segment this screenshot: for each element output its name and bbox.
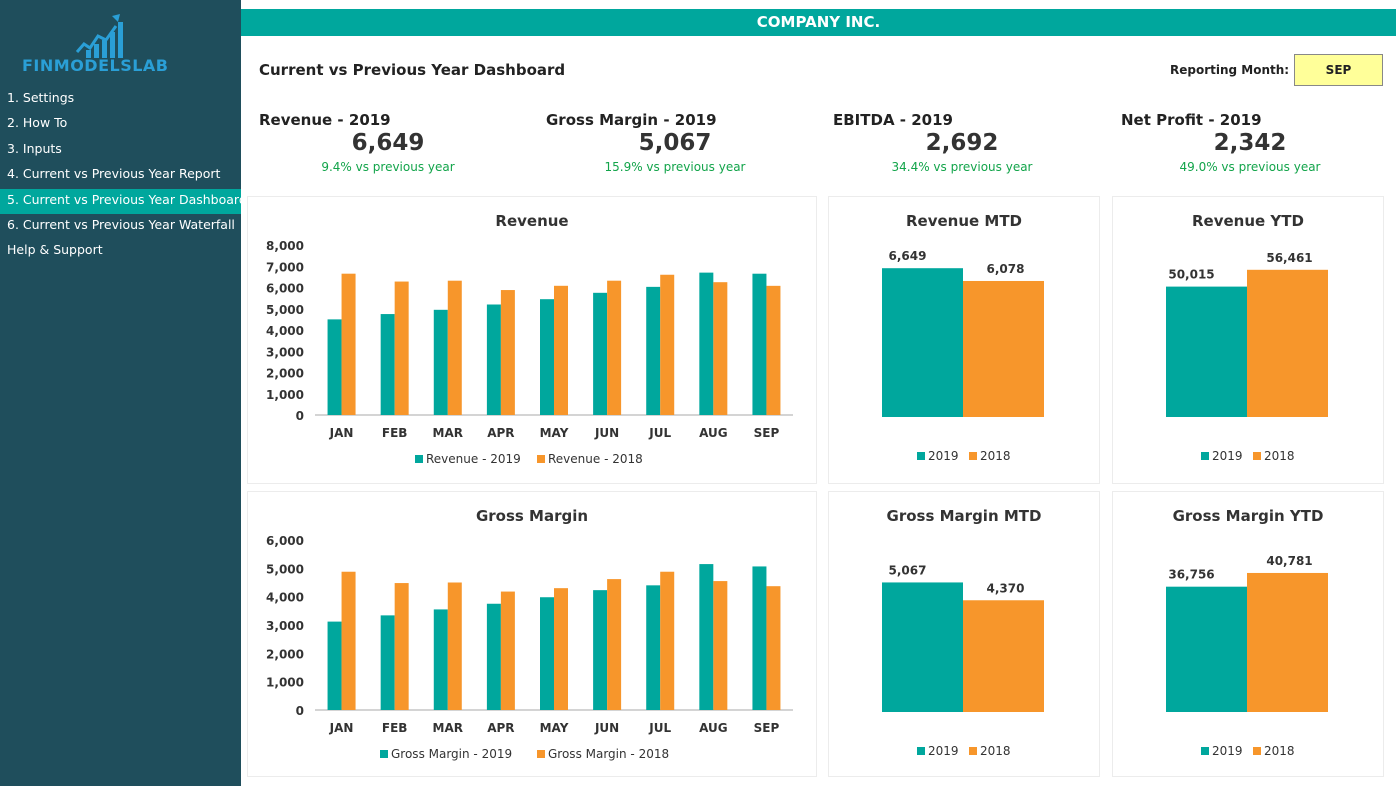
kpi-title: Revenue - 2019 xyxy=(259,111,391,129)
panel-revenue-ytd xyxy=(1112,196,1384,484)
nav-item-dashboard[interactable]: 5. Current vs Previous Year Dashboard xyxy=(0,188,247,214)
nav-item-help[interactable]: Help & Support xyxy=(7,242,103,258)
kpi-title: EBITDA - 2019 xyxy=(833,111,953,129)
logo-text: FINMODELSLAB xyxy=(22,56,169,75)
kpi-value: 5,067 xyxy=(638,130,712,156)
kpi-value: 2,342 xyxy=(1213,130,1287,156)
kpi-revenue: Revenue - 2019 6,649 9.4% vs previous ye… xyxy=(259,111,519,174)
nav-item-how-to[interactable]: 2. How To xyxy=(7,115,68,131)
nav-item-waterfall[interactable]: 6. Current vs Previous Year Waterfall xyxy=(7,216,235,232)
kpi-delta: 34.4% vs previous year xyxy=(891,160,1033,174)
kpi-title: Gross Margin - 2019 xyxy=(546,111,717,129)
kpi-value: 2,692 xyxy=(925,130,999,156)
company-header: COMPANY INC. xyxy=(241,9,1396,36)
nav-item-inputs[interactable]: 3. Inputs xyxy=(7,140,62,156)
sidebar: FINMODELSLAB 1. Settings 2. How To 3. In… xyxy=(0,0,247,786)
kpi-delta: 15.9% vs previous year xyxy=(604,160,746,174)
kpi-ebitda: EBITDA - 2019 2,692 34.4% vs previous ye… xyxy=(833,111,1093,174)
panel-gm-mtd xyxy=(828,491,1100,777)
panel-revenue-mtd xyxy=(828,196,1100,484)
kpi-delta: 9.4% vs previous year xyxy=(321,160,455,174)
nav-item-settings[interactable]: 1. Settings xyxy=(7,90,75,105)
kpi-title: Net Profit - 2019 xyxy=(1121,111,1262,129)
panel-gm-ytd xyxy=(1112,491,1384,777)
kpi-value: 6,649 xyxy=(351,130,425,156)
kpi-delta: 49.0% vs previous year xyxy=(1179,160,1321,174)
sidebar-nav: 1. Settings 2. How To 3. Inputs 4. Curre… xyxy=(0,87,247,265)
kpi-gross-margin: Gross Margin - 2019 5,067 15.9% vs previ… xyxy=(546,111,806,174)
reporting-month-input[interactable]: SEP xyxy=(1294,54,1383,86)
finmodelslab-logo-icon xyxy=(75,14,123,58)
nav-item-report[interactable]: 4. Current vs Previous Year Report xyxy=(7,166,221,182)
reporting-month-label: Reporting Month: xyxy=(1170,63,1290,77)
kpi-net-profit: Net Profit - 2019 2,342 49.0% vs previou… xyxy=(1121,111,1381,174)
panel-gross-margin xyxy=(247,491,817,777)
page-title: Current vs Previous Year Dashboard xyxy=(259,61,566,79)
panel-revenue xyxy=(247,196,817,484)
